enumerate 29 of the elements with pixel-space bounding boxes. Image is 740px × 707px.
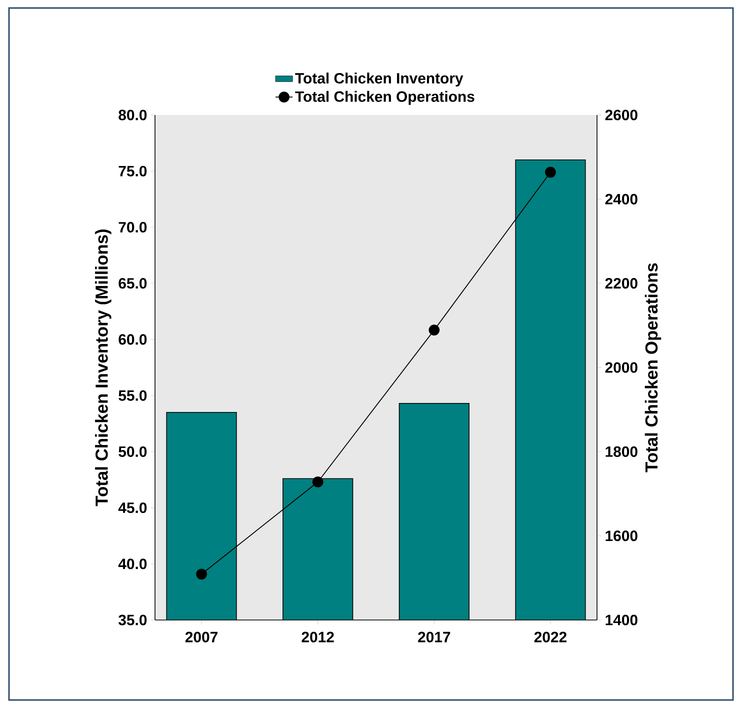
point — [428, 324, 440, 336]
y-axis-title: Total Chicken Inventory (Millions) — [95, 230, 112, 506]
y2-tick-label: 2600 — [605, 110, 638, 120]
point — [312, 476, 324, 488]
y-tick-label: 45.0 — [118, 502, 147, 514]
y-tick-label: 55.0 — [118, 390, 147, 401]
point — [196, 568, 207, 580]
y-tick-label: 65.0 — [118, 278, 147, 289]
point — [545, 166, 556, 178]
y-tick-label: 35.0 — [118, 614, 147, 626]
y2-tick-label: 2200 — [605, 278, 638, 289]
y-tick-label: 40.0 — [118, 558, 147, 570]
y-tick-label: 50.0 — [118, 446, 147, 457]
y-tick-label: 80.0 — [118, 110, 147, 120]
y-tick-label: 70.0 — [118, 222, 147, 233]
x-tick-label: 2007 — [185, 632, 218, 642]
y2-tick-label: 1800 — [606, 446, 638, 457]
x-tick-label: 2017 — [418, 632, 450, 642]
y2-tick-label: 1400 — [606, 614, 638, 626]
y2-axis-title: Total Chicken Operations — [644, 263, 662, 472]
legend-label: Total Chicken Inventory — [295, 72, 464, 87]
legend-label: Total Chicken Operations — [295, 90, 474, 105]
x-tick-label: 2012 — [302, 632, 334, 642]
y2-tick-label: 2000 — [605, 362, 638, 373]
x-tick-label: 2022 — [534, 632, 566, 642]
y-tick-label: 75.0 — [118, 166, 147, 176]
y-tick-label: 60.0 — [118, 334, 147, 345]
y2-tick-label: 2400 — [605, 194, 638, 204]
y2-tick-label: 1600 — [606, 530, 638, 542]
